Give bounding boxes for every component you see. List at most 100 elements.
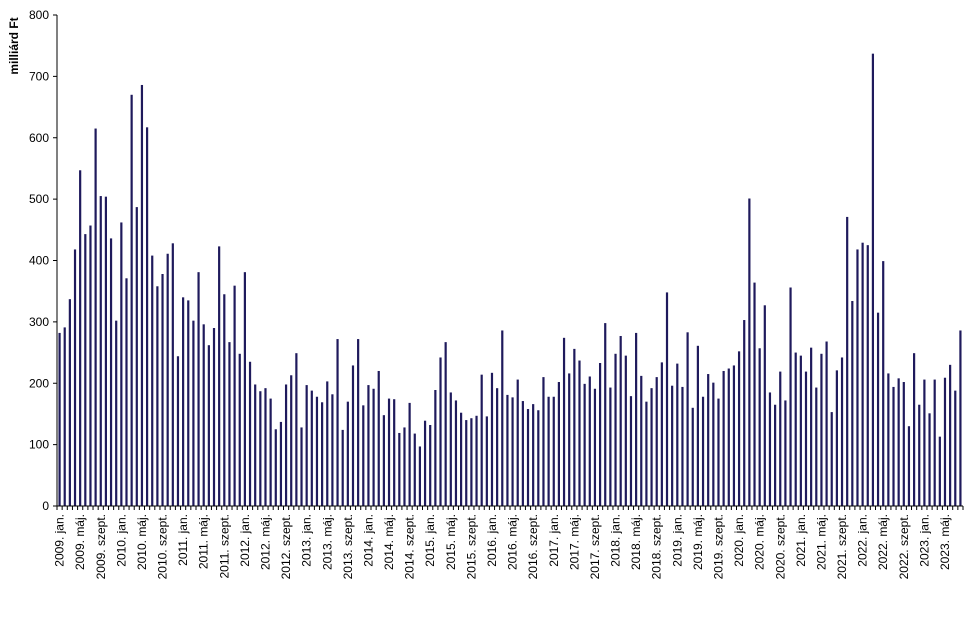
x-tick-label: 2015. jan. bbox=[423, 514, 437, 567]
bar bbox=[151, 255, 154, 506]
x-tick-label: 2019. szept. bbox=[711, 514, 725, 579]
bar bbox=[887, 373, 890, 506]
x-tick-label: 2017. máj. bbox=[567, 514, 581, 570]
x-tick-label: 2020. jan. bbox=[732, 514, 746, 567]
bar bbox=[779, 371, 782, 506]
bar bbox=[423, 420, 427, 506]
x-tick-label: 2015. szept. bbox=[464, 514, 478, 579]
bar bbox=[526, 409, 530, 506]
bar bbox=[465, 420, 468, 506]
bar bbox=[578, 360, 581, 506]
bar bbox=[949, 364, 952, 506]
bar bbox=[918, 404, 921, 506]
bar bbox=[315, 396, 319, 506]
bar bbox=[444, 342, 447, 506]
bar bbox=[176, 356, 180, 506]
bar bbox=[614, 353, 617, 506]
bar bbox=[568, 373, 571, 506]
x-tick-label: 2023. jan. bbox=[917, 514, 931, 567]
bar bbox=[748, 198, 751, 506]
bar bbox=[552, 396, 555, 506]
bar bbox=[63, 327, 66, 506]
x-tick-label: 2012. jan. bbox=[238, 514, 252, 567]
bar bbox=[604, 323, 607, 506]
x-tick-label: 2012. szept. bbox=[279, 514, 293, 579]
bar bbox=[156, 286, 159, 506]
bar bbox=[171, 243, 174, 506]
bar bbox=[774, 404, 777, 506]
bar bbox=[372, 388, 375, 506]
bar bbox=[696, 345, 699, 506]
x-tick-label: 2016. szept. bbox=[526, 514, 540, 579]
x-axis: 2009. jan. 2009. máj. 2009. szept. 2010. ja… bbox=[53, 505, 964, 579]
bar bbox=[351, 365, 355, 506]
bar bbox=[207, 345, 210, 506]
x-tick-label: 2010. jan. bbox=[114, 514, 128, 567]
bar bbox=[223, 294, 226, 506]
x-tick-label: 2018. szept. bbox=[650, 514, 664, 579]
bar bbox=[532, 404, 535, 506]
bar bbox=[449, 392, 452, 506]
bar bbox=[907, 426, 911, 506]
x-tick-label: 2022. máj. bbox=[876, 514, 890, 570]
bar bbox=[470, 418, 473, 506]
x-tick-label: 2009. jan. bbox=[53, 514, 67, 567]
bar bbox=[598, 363, 602, 506]
bar bbox=[84, 234, 87, 507]
x-tick-label: 2014. máj. bbox=[382, 514, 396, 570]
y-tick-label: 200 bbox=[29, 376, 49, 390]
bar bbox=[676, 363, 679, 506]
bar bbox=[815, 387, 818, 506]
bar bbox=[321, 402, 324, 506]
y-tick-label: 0 bbox=[42, 499, 49, 513]
bar bbox=[609, 387, 612, 506]
bar bbox=[511, 397, 514, 506]
bar bbox=[753, 282, 756, 506]
bar bbox=[943, 377, 947, 506]
x-tick-label: 2009. máj. bbox=[73, 514, 87, 570]
bar bbox=[799, 355, 802, 506]
bar bbox=[516, 379, 519, 506]
bar bbox=[454, 400, 458, 506]
bar bbox=[727, 368, 730, 506]
x-tick-label: 2018. máj. bbox=[629, 514, 643, 570]
bar bbox=[892, 386, 895, 506]
bar bbox=[202, 324, 205, 506]
bar bbox=[737, 351, 741, 506]
bar bbox=[856, 249, 859, 506]
bar bbox=[938, 436, 941, 506]
bar bbox=[660, 362, 663, 506]
bar bbox=[537, 410, 540, 506]
bar bbox=[923, 379, 926, 506]
bar bbox=[326, 381, 329, 506]
bar bbox=[89, 225, 92, 506]
x-tick-label: 2019. jan. bbox=[670, 514, 684, 567]
bar bbox=[382, 415, 385, 506]
bar bbox=[398, 432, 401, 506]
bar bbox=[784, 400, 787, 506]
x-tick-label: 2009. szept. bbox=[94, 514, 108, 579]
bar bbox=[429, 424, 432, 506]
bar bbox=[357, 339, 360, 506]
bar bbox=[99, 196, 102, 506]
bar bbox=[115, 320, 118, 506]
bar bbox=[758, 348, 761, 506]
bar bbox=[851, 301, 854, 506]
bar bbox=[686, 332, 689, 506]
bar bbox=[341, 429, 344, 506]
bar bbox=[768, 392, 772, 506]
bar bbox=[830, 412, 833, 506]
bar bbox=[243, 272, 246, 506]
bar bbox=[145, 127, 149, 506]
bar bbox=[212, 328, 216, 506]
bar bbox=[691, 407, 694, 506]
bar bbox=[68, 299, 71, 506]
bar bbox=[902, 382, 905, 506]
bar bbox=[496, 388, 499, 506]
bar bbox=[789, 287, 792, 506]
bar bbox=[717, 398, 720, 506]
bar bbox=[820, 353, 823, 506]
bar bbox=[408, 402, 411, 506]
bar bbox=[722, 370, 725, 506]
bar bbox=[825, 341, 828, 506]
